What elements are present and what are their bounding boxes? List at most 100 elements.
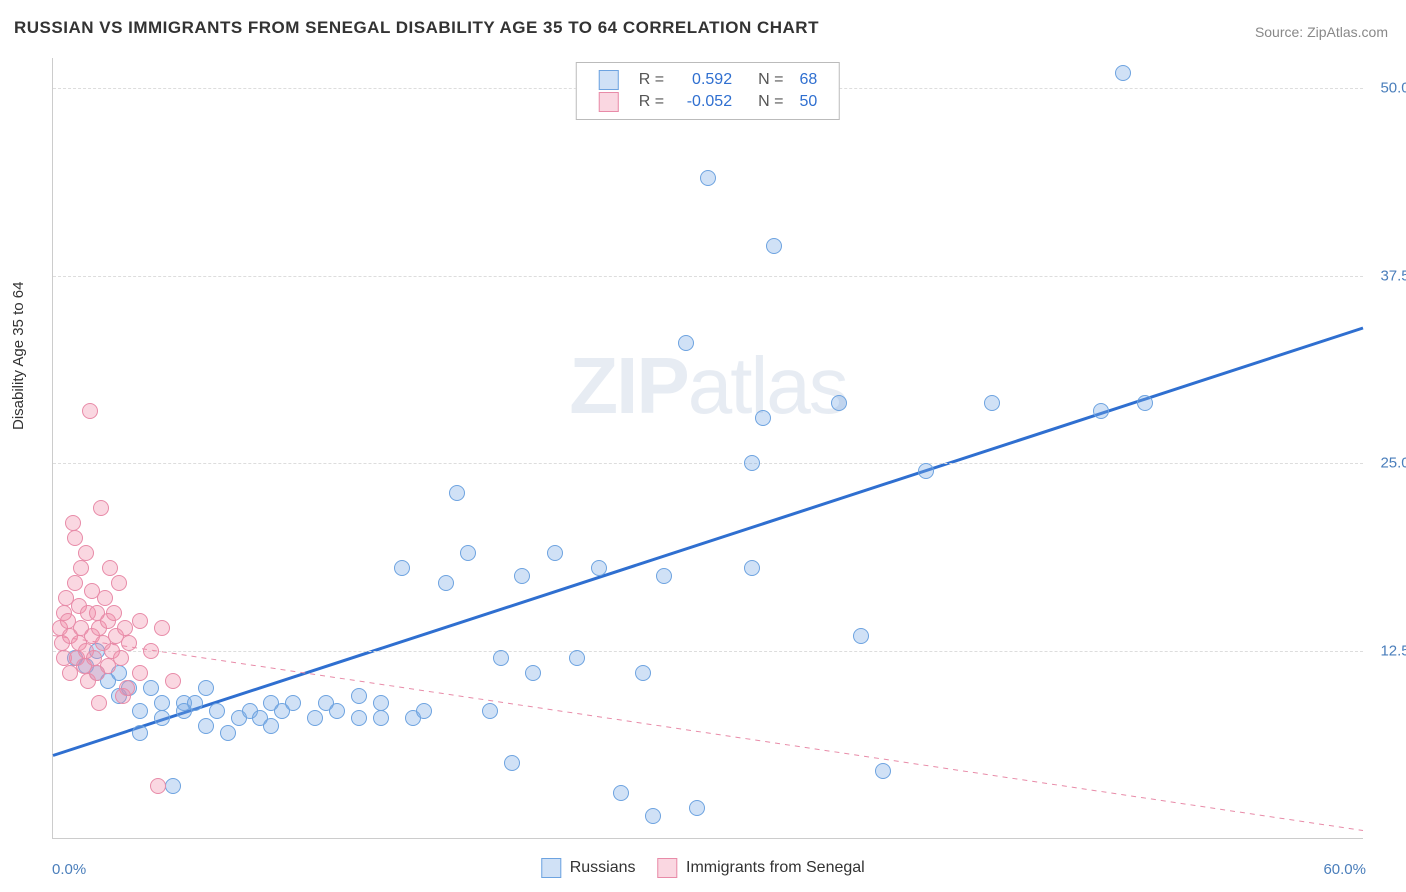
r-label: R = xyxy=(631,69,672,91)
data-point xyxy=(307,710,323,726)
data-point xyxy=(67,530,83,546)
data-point xyxy=(689,800,705,816)
data-point xyxy=(132,703,148,719)
legend-item: Immigrants from Senegal xyxy=(658,858,865,878)
gridline xyxy=(53,463,1363,464)
legend-label: Immigrants from Senegal xyxy=(686,859,865,876)
data-point xyxy=(111,575,127,591)
data-point xyxy=(755,410,771,426)
gridline xyxy=(53,651,1363,652)
data-point xyxy=(117,620,133,636)
data-point xyxy=(73,560,89,576)
data-point xyxy=(93,500,109,516)
series-legend: Russians Immigrants from Senegal xyxy=(541,858,864,878)
data-point xyxy=(351,710,367,726)
data-point xyxy=(67,575,83,591)
n-label: N = xyxy=(740,91,791,113)
legend-item: Russians xyxy=(541,858,635,878)
data-point xyxy=(438,575,454,591)
data-point xyxy=(91,695,107,711)
data-point xyxy=(285,695,301,711)
data-point xyxy=(78,545,94,561)
data-point xyxy=(154,710,170,726)
data-point xyxy=(132,665,148,681)
data-point xyxy=(132,725,148,741)
plot-area: ZIPatlas R =0.592N =68R =-0.052N =50 12.… xyxy=(52,58,1363,839)
data-point xyxy=(504,755,520,771)
data-point xyxy=(656,568,672,584)
data-point xyxy=(143,643,159,659)
data-point xyxy=(416,703,432,719)
data-point xyxy=(373,710,389,726)
data-point xyxy=(678,335,694,351)
r-value: 0.592 xyxy=(672,69,740,91)
chart-title: RUSSIAN VS IMMIGRANTS FROM SENEGAL DISAB… xyxy=(14,18,819,38)
data-point xyxy=(460,545,476,561)
data-point xyxy=(154,620,170,636)
data-point xyxy=(449,485,465,501)
r-label: R = xyxy=(631,91,672,113)
n-label: N = xyxy=(740,69,791,91)
chart-container: RUSSIAN VS IMMIGRANTS FROM SENEGAL DISAB… xyxy=(0,0,1406,892)
data-point xyxy=(187,695,203,711)
n-value: 68 xyxy=(791,69,825,91)
data-point xyxy=(547,545,563,561)
legend-row: R =0.592N =68 xyxy=(591,69,825,91)
data-point xyxy=(97,590,113,606)
data-point xyxy=(150,778,166,794)
trend-line xyxy=(53,636,1363,831)
data-point xyxy=(65,515,81,531)
data-point xyxy=(263,718,279,734)
data-point xyxy=(853,628,869,644)
data-point xyxy=(645,808,661,824)
data-point xyxy=(394,560,410,576)
n-value: 50 xyxy=(791,91,825,113)
data-point xyxy=(143,680,159,696)
data-point xyxy=(329,703,345,719)
legend-swatch xyxy=(541,858,561,878)
data-point xyxy=(1093,403,1109,419)
data-point xyxy=(1137,395,1153,411)
data-point xyxy=(744,560,760,576)
legend-label: Russians xyxy=(570,859,636,876)
data-point xyxy=(198,718,214,734)
data-point xyxy=(514,568,530,584)
x-axis-min-label: 0.0% xyxy=(52,861,86,878)
y-tick-label: 37.5% xyxy=(1380,267,1406,284)
data-point xyxy=(831,395,847,411)
data-point xyxy=(984,395,1000,411)
data-point xyxy=(569,650,585,666)
data-point xyxy=(198,680,214,696)
gridline xyxy=(53,276,1363,277)
legend-row: R =-0.052N =50 xyxy=(591,91,825,113)
data-point xyxy=(165,778,181,794)
data-point xyxy=(165,673,181,689)
y-tick-label: 25.0% xyxy=(1380,455,1406,472)
y-axis-label: Disability Age 35 to 64 xyxy=(10,282,27,430)
legend-swatch xyxy=(599,70,619,90)
data-point xyxy=(482,703,498,719)
data-point xyxy=(351,688,367,704)
x-axis-max-label: 60.0% xyxy=(1323,861,1366,878)
data-point xyxy=(700,170,716,186)
y-tick-label: 12.5% xyxy=(1380,642,1406,659)
r-value: -0.052 xyxy=(672,91,740,113)
legend-swatch xyxy=(599,92,619,112)
data-point xyxy=(613,785,629,801)
data-point xyxy=(525,665,541,681)
legend-swatch xyxy=(658,858,678,878)
data-point xyxy=(82,403,98,419)
data-point xyxy=(635,665,651,681)
data-point xyxy=(132,613,148,629)
source-attribution: Source: ZipAtlas.com xyxy=(1255,24,1388,40)
data-point xyxy=(591,560,607,576)
data-point xyxy=(121,635,137,651)
data-point xyxy=(209,703,225,719)
trend-line xyxy=(53,328,1363,756)
correlation-legend: R =0.592N =68R =-0.052N =50 xyxy=(576,62,840,120)
data-point xyxy=(119,680,135,696)
data-point xyxy=(102,560,118,576)
y-tick-label: 50.0% xyxy=(1380,80,1406,97)
data-point xyxy=(154,695,170,711)
data-point xyxy=(918,463,934,479)
